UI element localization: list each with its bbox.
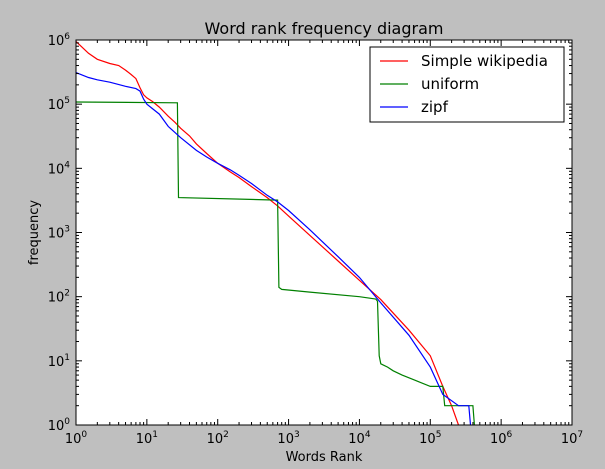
legend-label-simple-wikipedia: Simple wikipedia [421,52,548,70]
x-axis-label: Words Rank [286,450,363,465]
series-layer [75,40,475,426]
legend: Simple wikipedia uniform zipf [369,46,565,123]
y-tick-label: 103 [48,225,70,242]
x-tick-label: 104 [348,430,371,447]
legend-label-zipf: zipf [421,98,449,116]
ticks-layer [75,39,573,426]
x-tick-label: 100 [65,430,88,447]
x-tick-label: 103 [277,430,299,447]
y-tick-label: 105 [48,96,70,113]
legend-entries: Simple wikipedia uniform zipf [380,52,548,116]
x-tick-label: 102 [207,430,229,447]
x-tick-label: 107 [561,430,583,447]
chart-title: Word rank frequency diagram [205,19,444,38]
series-line-zipf [75,72,472,426]
y-tick-label: 101 [48,353,70,370]
y-tick-label: 102 [48,289,70,306]
y-axis-label: frequency [27,200,42,266]
y-tick-label: 106 [48,32,71,49]
legend-label-uniform: uniform [421,75,479,93]
x-tick-label: 101 [136,430,158,447]
x-tick-label: 106 [490,430,513,447]
x-tick-label: 105 [419,430,441,447]
tick-labels-layer: 100 101 102 103 104 105 106 107 100 101 102 103 104 1… [48,32,583,447]
y-tick-label: 100 [48,417,71,434]
y-tick-label: 104 [48,160,71,177]
